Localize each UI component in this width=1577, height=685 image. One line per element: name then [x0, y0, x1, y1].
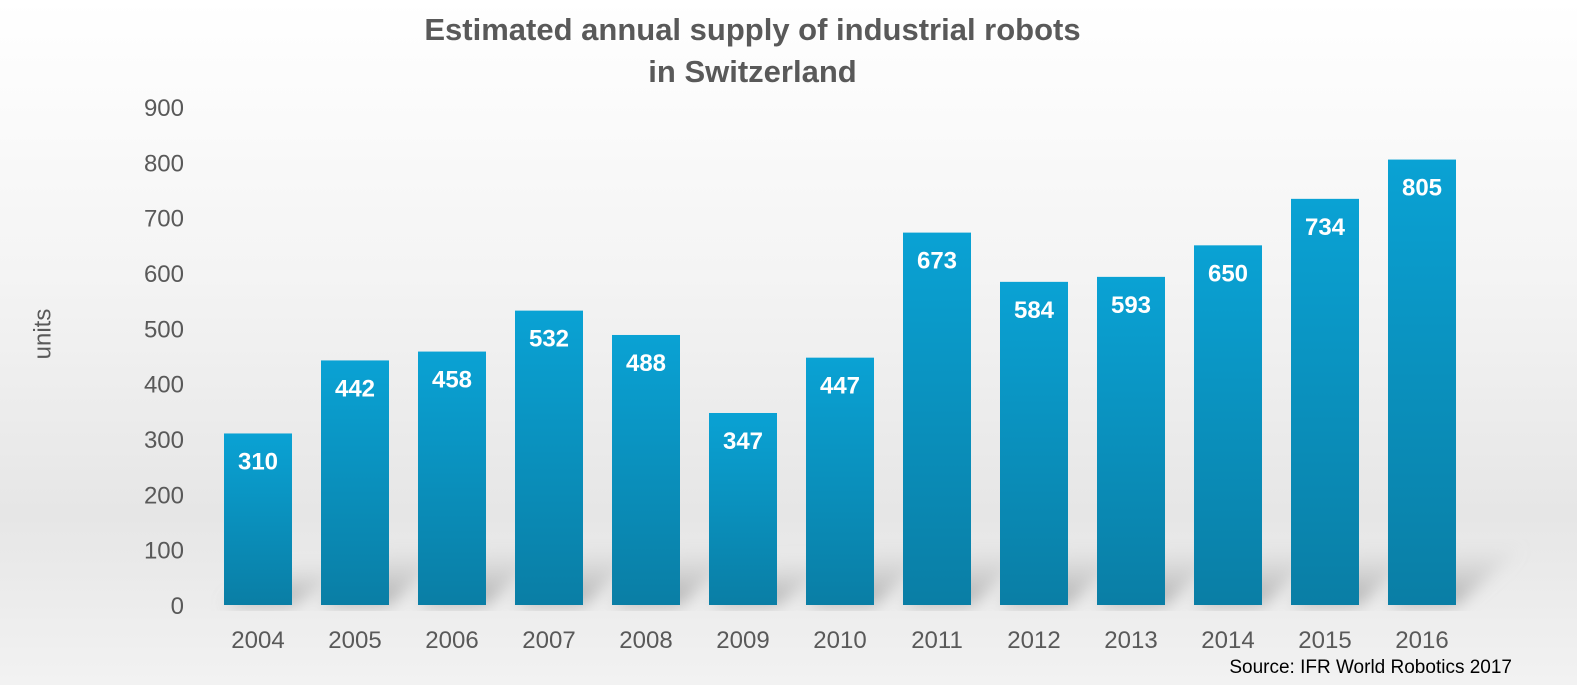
- x-tick-label: 2006: [425, 627, 478, 654]
- data-label: 347: [723, 428, 763, 455]
- y-tick-label: 800: [144, 150, 184, 177]
- x-tick-label: 2005: [328, 627, 381, 654]
- x-tick-label: 2014: [1201, 627, 1254, 654]
- data-label: 734: [1305, 214, 1346, 241]
- data-label: 673: [917, 248, 957, 275]
- chart-title-line2: in Switzerland: [648, 54, 857, 89]
- y-tick-label: 500: [144, 316, 184, 343]
- bar-2009: [709, 412, 777, 605]
- data-label: 532: [529, 326, 569, 353]
- bar-2016: [1388, 159, 1456, 606]
- source-note: Source: IFR World Robotics 2017: [1229, 657, 1512, 678]
- bar-2011: [903, 232, 971, 605]
- y-tick-label: 700: [144, 206, 184, 233]
- y-tick-label: 200: [144, 482, 184, 509]
- bar-2004: [224, 433, 292, 605]
- y-tick-label: 300: [144, 427, 184, 454]
- x-tick-label: 2004: [231, 627, 284, 654]
- x-tick-label: 2015: [1298, 627, 1351, 654]
- x-tick-label: 2013: [1104, 627, 1157, 654]
- x-tick-label: 2016: [1395, 627, 1448, 654]
- bar-2008: [612, 334, 680, 605]
- bar-2012: [1000, 281, 1068, 605]
- data-label: 488: [626, 350, 666, 377]
- bar-2007: [515, 310, 583, 605]
- bar-2006: [418, 351, 486, 605]
- bar-2010: [806, 357, 874, 605]
- x-tick-label: 2009: [716, 627, 769, 654]
- data-label: 447: [820, 373, 860, 400]
- x-tick-label: 2011: [911, 627, 963, 654]
- data-label: 593: [1111, 292, 1151, 319]
- data-label: 442: [335, 375, 375, 402]
- chart-title-line1: Estimated annual supply of industrial ro…: [424, 12, 1081, 47]
- y-tick-label: 100: [144, 538, 184, 565]
- y-tick-label: 600: [144, 261, 184, 288]
- bar-2015: [1291, 198, 1359, 605]
- y-tick-label: 0: [171, 593, 184, 620]
- data-label: 805: [1402, 175, 1442, 202]
- bar-2013: [1097, 276, 1165, 605]
- x-tick-label: 2012: [1007, 627, 1060, 654]
- data-label: 584: [1014, 297, 1055, 324]
- x-tick-label: 2007: [522, 627, 575, 654]
- data-label: 650: [1208, 260, 1248, 287]
- data-label: 310: [238, 448, 278, 475]
- y-tick-label: 900: [144, 95, 184, 122]
- bar-2005: [321, 360, 389, 605]
- y-tick-label: 400: [144, 372, 184, 399]
- x-tick-label: 2008: [619, 627, 672, 654]
- data-label: 458: [432, 367, 472, 394]
- x-tick-label: 2010: [813, 627, 866, 654]
- bar-2014: [1194, 245, 1262, 606]
